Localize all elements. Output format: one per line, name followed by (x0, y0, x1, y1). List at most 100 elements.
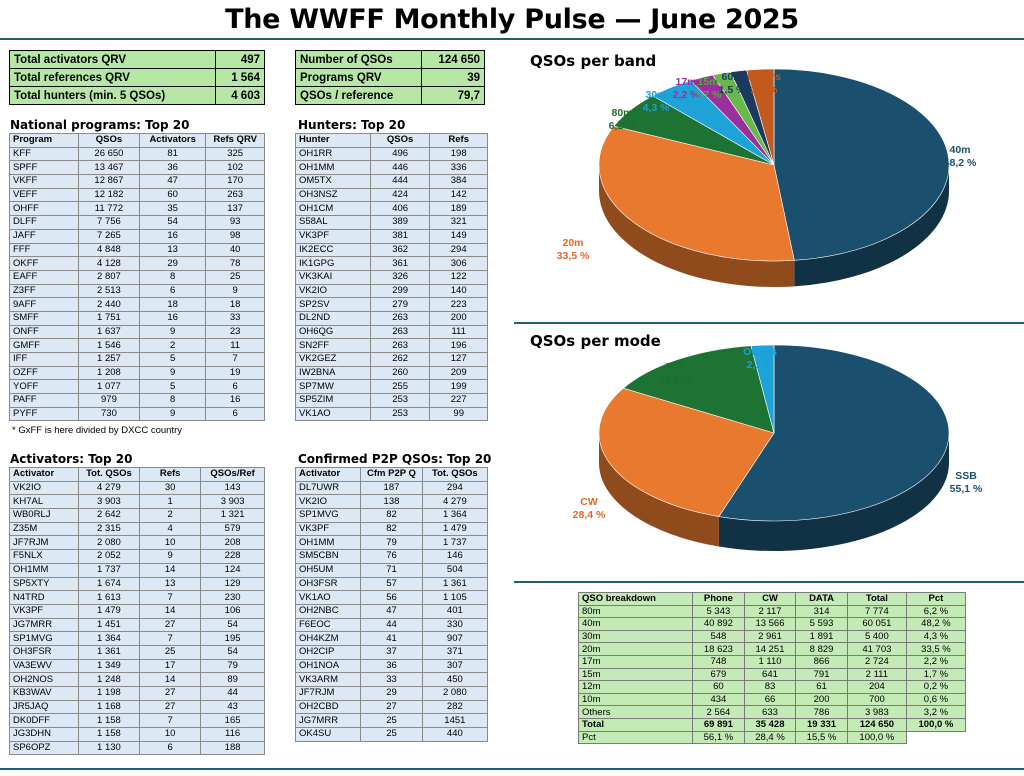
table-cell: 2 440 (77, 297, 141, 312)
table-cell: IK2ECC (295, 242, 371, 258)
slice-percent: 28,4 % (573, 509, 606, 521)
table-cell: 36 (139, 160, 207, 176)
table-cell: 1 198 (77, 686, 141, 701)
table-cell: 43 (200, 699, 265, 715)
stat-value: 497 (215, 50, 265, 69)
table-row: IW2BNA 260 209 (295, 365, 488, 381)
national-note: * GxFF is here divided by DXCC country (12, 425, 183, 436)
pie-slice-20m (598, 125, 795, 262)
breakdown-cell: 5 343 (692, 604, 745, 619)
table-row: JG3DHN 1 158 10 116 (9, 727, 265, 742)
pie-slice-others (746, 68, 775, 166)
table-cell: 255 (369, 379, 431, 395)
breakdown-total-cell: 35 428 (743, 717, 797, 732)
table-cell: 9 (139, 365, 207, 381)
table-row: SP7MW 255 199 (295, 379, 488, 395)
slice-label: 17m (675, 76, 696, 88)
table-cell: OKFF (9, 256, 79, 271)
slice-label: Others (747, 71, 781, 83)
table-row: DLFF 7 756 54 93 (9, 215, 265, 230)
table-row: VK2IO 299 140 (295, 283, 488, 299)
table-cell: 79 (360, 535, 423, 551)
table-cell: 1 364 (77, 631, 141, 646)
table-cell: S58AL (295, 215, 371, 230)
table-cell: OH2CBD (294, 699, 362, 715)
stat-label: Total hunters (min. 5 QSOs) (8, 86, 217, 105)
slice-label: Others (743, 346, 777, 358)
table-cell: PYFF (9, 406, 79, 422)
table-cell: 137 (205, 201, 265, 217)
column-header: Tot. QSOs (77, 467, 141, 482)
table-cell: 1451 (421, 713, 489, 729)
breakdown-cell: 13 566 (743, 617, 797, 631)
table-cell: 1 361 (421, 576, 489, 592)
table-cell: F6EOC (294, 617, 362, 633)
breakdown-cell: 434 (692, 692, 745, 707)
breakdown-cell: 30m (577, 629, 694, 644)
table-cell: 142 (429, 187, 488, 203)
breakdown-header: Total (846, 592, 907, 606)
breakdown-cell: 2 724 (846, 654, 907, 669)
table-cell: 4 128 (77, 256, 141, 271)
breakdown-row: 17m 748 1 110 866 2 724 2,2 % (577, 654, 967, 669)
table-cell: 401 (421, 603, 489, 619)
table-row: PYFF 730 9 6 (9, 406, 265, 422)
table-row: OH3FSR 1 361 25 54 (9, 644, 265, 660)
breakdown-cell: 2 111 (846, 667, 907, 682)
table-cell: 27 (139, 699, 202, 715)
table-cell: 263 (369, 324, 431, 340)
table-cell: 361 (369, 256, 431, 271)
table-row: OH2CIP 37 371 (294, 644, 489, 660)
table-cell: 189 (429, 201, 488, 217)
table-cell: 18 (139, 297, 207, 312)
breakdown-cell: 41 703 (846, 642, 907, 656)
table-cell: 36 (360, 658, 423, 674)
pie-side-40m (794, 165, 949, 287)
table-cell: 16 (205, 393, 265, 408)
table-cell: YOFF (9, 379, 79, 395)
table-row: JF7RJM 2 080 10 208 (9, 535, 265, 551)
stat-value: 39 (421, 68, 485, 87)
table-cell: SP1MVG (9, 631, 79, 646)
breakdown-row: 80m 5 343 2 117 314 7 774 6,2 % (577, 604, 967, 619)
summary-stats-right: Number of QSOs 124 650 Programs QRV 39 QSOs … (294, 50, 485, 105)
table-row: PAFF 979 8 16 (9, 393, 265, 408)
table-cell: 223 (429, 297, 488, 312)
breakdown-cell: 18 623 (692, 642, 745, 656)
table-cell: 262 (369, 352, 431, 367)
breakdown-cell: 17m (577, 654, 694, 669)
table-cell: 1 257 (77, 352, 141, 367)
table-cell: 25 (360, 713, 423, 729)
table-cell: 23 (205, 324, 265, 340)
breakdown-cell: 61 (795, 680, 848, 694)
table-cell: VK3ARM (294, 672, 362, 687)
breakdown-pct-row: Pct 56,1 % 28,4 % 15,5 % 100,0 % (577, 730, 966, 745)
table-cell: 14 (139, 672, 202, 687)
table-cell: 41 (360, 631, 423, 646)
table-cell: 263 (205, 187, 265, 203)
table-cell: 89 (200, 672, 265, 687)
table-row: SP1MVG 82 1 364 (294, 508, 489, 523)
breakdown-total-row: Total 69 891 35 428 19 331 124 650 100,0 % (577, 717, 967, 732)
table-cell: 7 265 (77, 228, 141, 244)
table-cell: 263 (369, 310, 431, 326)
table-cell: 1 737 (77, 562, 141, 578)
slice-percent: 6,2 % (609, 120, 637, 132)
table-cell: VK3PF (294, 521, 362, 537)
breakdown-cell: 791 (795, 667, 848, 682)
table-cell: JF7RJM (294, 686, 362, 701)
table-cell: 170 (205, 174, 265, 189)
breakdown-cell: 1 891 (795, 629, 848, 644)
table-cell: 263 (369, 338, 431, 353)
breakdown-cell: 866 (795, 654, 848, 669)
table-cell: 195 (200, 631, 265, 646)
table-row: VKFF 12 867 47 170 (9, 174, 265, 189)
table-cell: 47 (139, 174, 207, 189)
table-row: DK0DFF 1 158 7 165 (9, 713, 265, 729)
table-row: OH1MM 1 737 14 124 (9, 562, 265, 578)
table-row: SP5ZIM 253 227 (295, 393, 488, 408)
summary-stats-left: Total activators QRV 497 Total references … (8, 50, 265, 105)
stat-label: Programs QRV (294, 68, 423, 87)
table-row: VA3EWV 1 349 17 79 (9, 658, 265, 674)
table-row: JF7RJM 29 2 080 (294, 686, 489, 701)
